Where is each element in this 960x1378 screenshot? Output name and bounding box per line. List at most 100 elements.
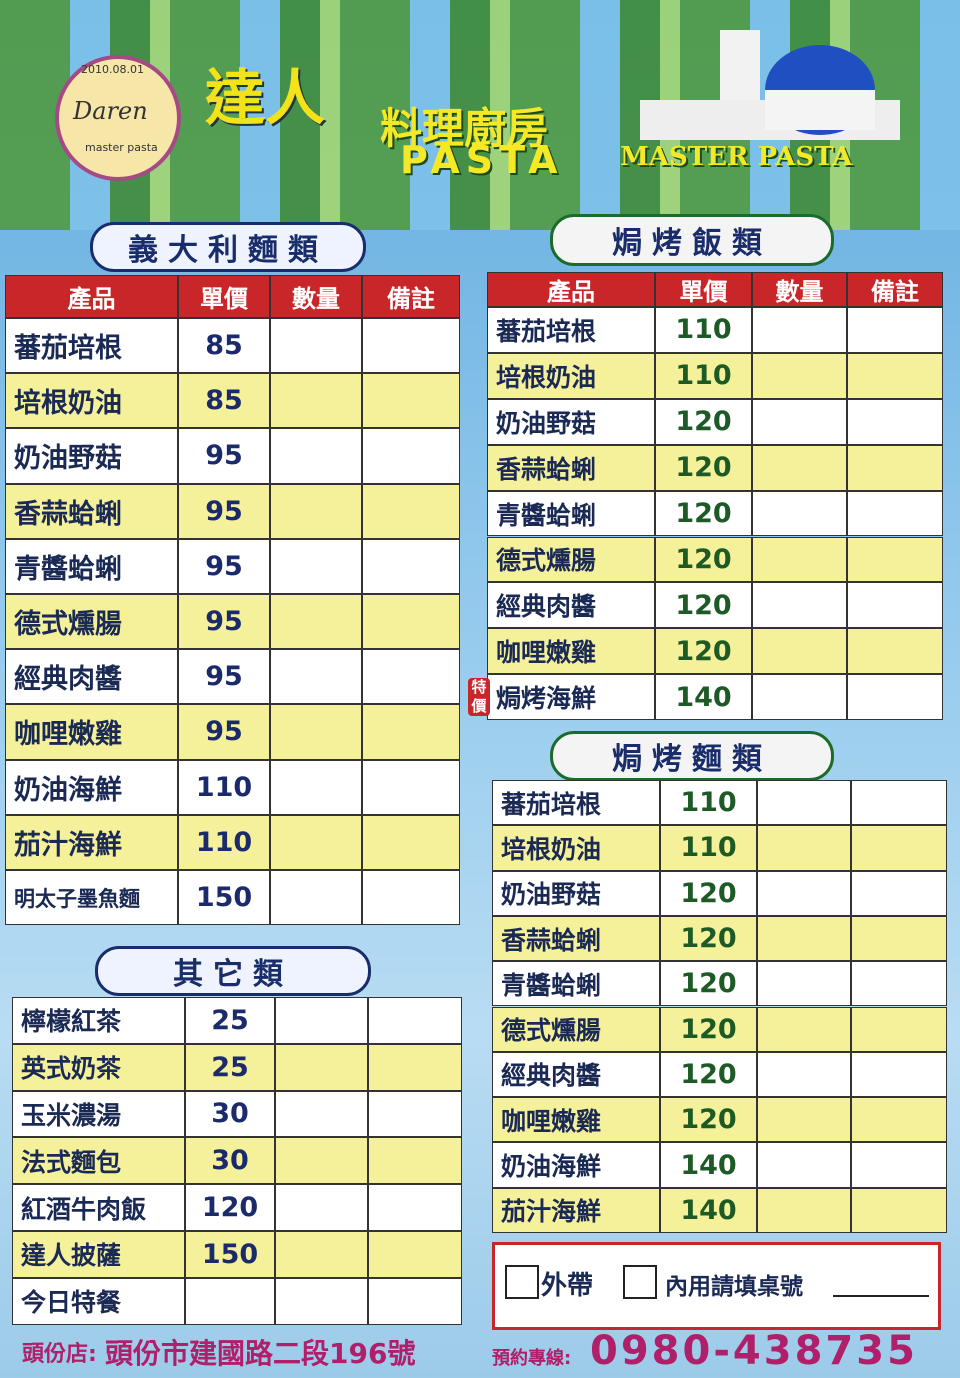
- item-price: 120: [660, 1006, 757, 1052]
- note-cell: [368, 1043, 462, 1091]
- quantity-cell: [270, 814, 362, 870]
- item-price: 120: [655, 628, 752, 675]
- item-name: 青醬蛤蜊: [487, 490, 655, 537]
- quantity-cell: [275, 1184, 368, 1231]
- note-cell: [362, 759, 460, 815]
- item-price: 110: [178, 814, 270, 870]
- note-cell: [362, 814, 460, 870]
- logo-tagline: master pasta: [85, 141, 158, 154]
- item-price: 120: [660, 961, 757, 1007]
- item-name: 奶油野菇: [492, 870, 660, 916]
- item-price: 120: [655, 444, 752, 491]
- item-price: 110: [178, 759, 270, 815]
- item-price: 120: [185, 1184, 275, 1231]
- quantity-cell: [752, 674, 847, 721]
- item-name: 蕃茄培根: [5, 318, 178, 374]
- note-cell: [847, 398, 943, 445]
- quantity-cell: [757, 825, 851, 871]
- item-price: 120: [660, 1097, 757, 1143]
- header-pasta: PASTA: [400, 138, 564, 182]
- note-cell: [362, 538, 460, 594]
- quantity-cell: [757, 870, 851, 916]
- note-cell: [368, 997, 462, 1044]
- quantity-cell: [757, 1142, 851, 1188]
- item-price: 110: [655, 352, 752, 399]
- item-price: 85: [178, 373, 270, 429]
- column-header: 備註: [362, 275, 460, 318]
- item-name: 咖哩嫩雞: [5, 704, 178, 760]
- item-name: 經典肉醬: [492, 1051, 660, 1098]
- takeout-label: 外帶: [541, 1271, 594, 1301]
- note-cell: [368, 1277, 462, 1325]
- quantity-cell: [270, 318, 362, 374]
- church-illustration: [640, 30, 900, 140]
- item-price: 30: [185, 1090, 275, 1138]
- item-price: 150: [178, 870, 270, 926]
- note-cell: [847, 628, 943, 675]
- quantity-cell: [752, 398, 847, 445]
- quantity-cell: [275, 997, 368, 1044]
- quantity-cell: [757, 961, 851, 1007]
- item-name: 經典肉醬: [487, 582, 655, 629]
- logo: 2010.08.01 Daren master pasta: [55, 55, 181, 181]
- item-name: 咖哩嫩雞: [487, 628, 655, 675]
- item-name: 法式麵包: [12, 1137, 185, 1185]
- quantity-cell: [752, 307, 847, 353]
- note-cell: [368, 1184, 462, 1231]
- section-title: 焗烤飯類: [550, 214, 834, 266]
- item-price: 25: [185, 997, 275, 1044]
- item-price: 110: [660, 825, 757, 871]
- note-cell: [851, 1051, 947, 1098]
- quantity-cell: [752, 628, 847, 675]
- note-cell: [851, 825, 947, 871]
- item-name: 咖哩嫩雞: [492, 1097, 660, 1143]
- item-price: [185, 1277, 275, 1325]
- quantity-cell: [275, 1137, 368, 1185]
- item-name: 英式奶茶: [12, 1043, 185, 1091]
- item-name: 焗烤海鮮: [487, 674, 655, 721]
- quantity-cell: [752, 444, 847, 491]
- note-cell: [847, 307, 943, 353]
- item-price: 140: [660, 1142, 757, 1188]
- note-cell: [362, 428, 460, 484]
- quantity-cell: [270, 373, 362, 429]
- item-price: 110: [660, 780, 757, 826]
- note-cell: [851, 1187, 947, 1233]
- note-cell: [847, 352, 943, 399]
- column-header: 單價: [178, 275, 270, 318]
- quantity-cell: [752, 490, 847, 537]
- quantity-cell: [752, 352, 847, 399]
- note-cell: [368, 1137, 462, 1185]
- item-price: 140: [655, 674, 752, 721]
- quantity-cell: [270, 428, 362, 484]
- column-header: 產品: [487, 272, 655, 307]
- item-name: 奶油野菇: [487, 398, 655, 445]
- item-price: 95: [178, 704, 270, 760]
- quantity-cell: [275, 1277, 368, 1325]
- item-price: 120: [655, 398, 752, 445]
- note-cell: [851, 1006, 947, 1052]
- item-name: 香蒜蛤蜊: [5, 483, 178, 539]
- dine-in-checkbox[interactable]: [623, 1265, 657, 1299]
- column-header: 數量: [752, 272, 847, 307]
- note-cell: [362, 594, 460, 650]
- section-title: 其它類: [95, 946, 371, 996]
- item-name: 德式燻腸: [487, 536, 655, 583]
- note-cell: [362, 870, 460, 926]
- item-name: 奶油海鮮: [5, 759, 178, 815]
- quantity-cell: [757, 1006, 851, 1052]
- column-header: 備註: [847, 272, 943, 307]
- item-price: 25: [185, 1043, 275, 1091]
- note-cell: [362, 704, 460, 760]
- quantity-cell: [270, 759, 362, 815]
- item-name: 培根奶油: [487, 352, 655, 399]
- item-price: 120: [655, 490, 752, 537]
- item-name: 德式燻腸: [5, 594, 178, 650]
- phone: 0980-438735: [590, 1328, 918, 1374]
- takeout-checkbox[interactable]: [505, 1265, 539, 1299]
- item-name: 青醬蛤蜊: [492, 961, 660, 1007]
- item-price: 110: [655, 307, 752, 353]
- item-price: 95: [178, 594, 270, 650]
- note-cell: [851, 870, 947, 916]
